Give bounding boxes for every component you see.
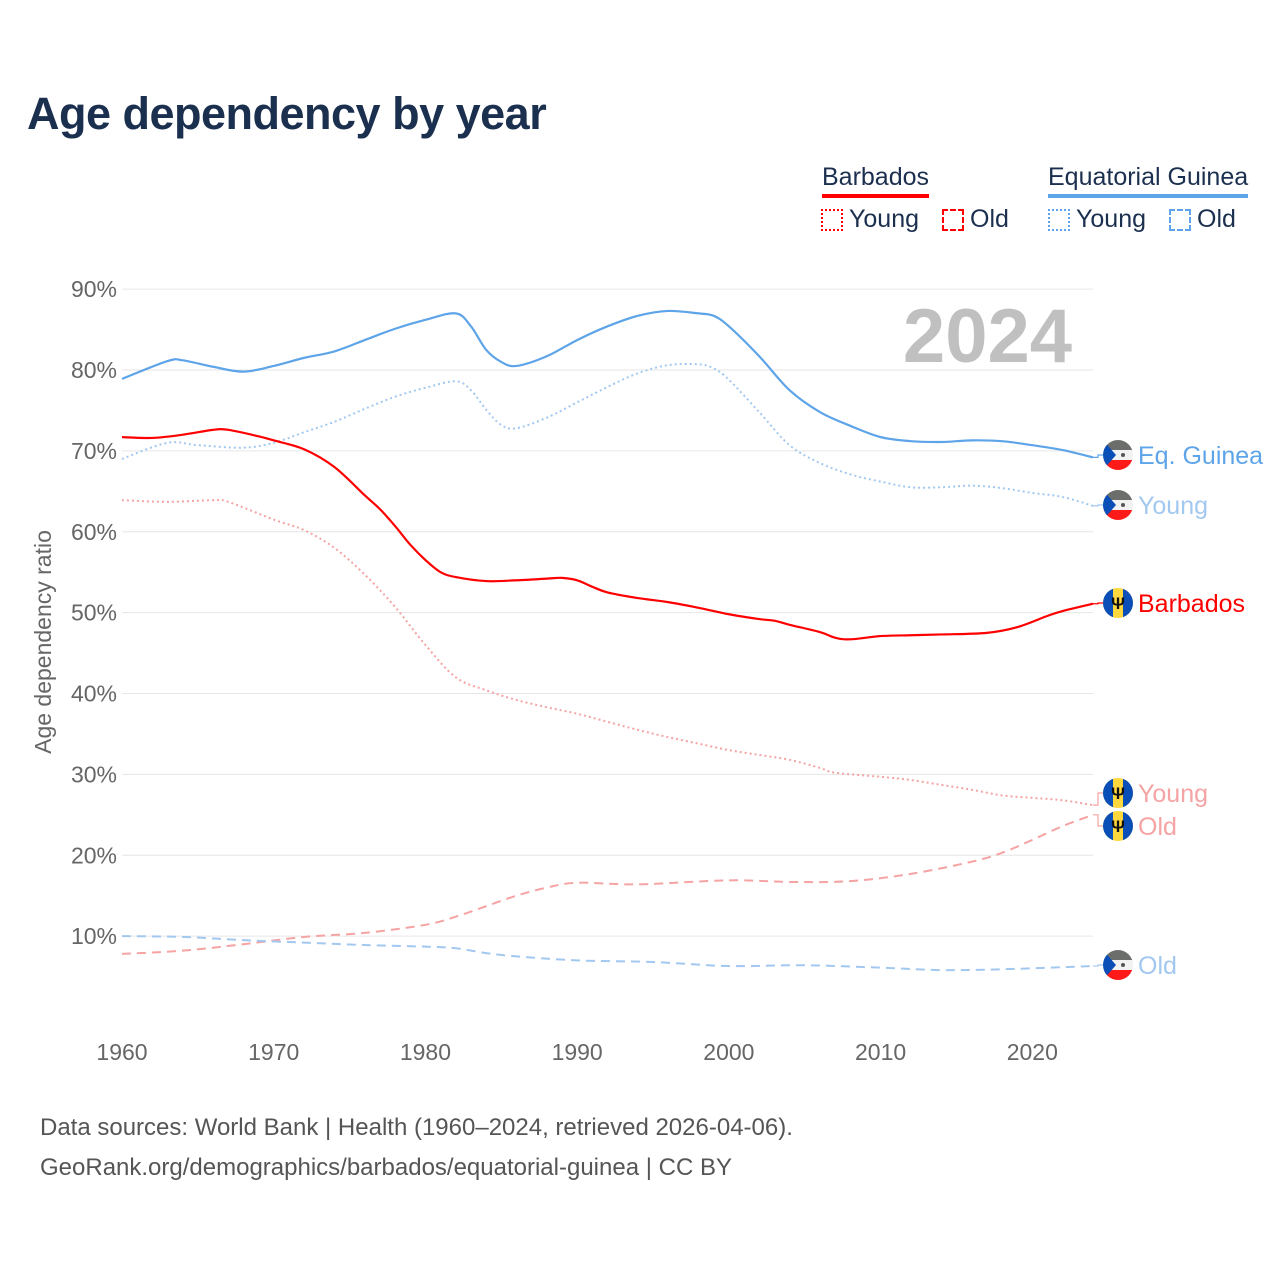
source-link[interactable]: GeoRank.org/demographics/barbados/equato…: [40, 1154, 732, 1181]
legend-barbados-young[interactable]: Young: [821, 205, 919, 234]
dotted-swatch-icon: [821, 208, 843, 231]
label-connector: [1093, 814, 1104, 827]
x-tick-label: 1960: [96, 1039, 147, 1065]
series-line-eq-guinea-old[interactable]: [121, 935, 1094, 972]
chart-title: Age dependency by year: [27, 88, 547, 139]
dashed-swatch-icon: [1169, 208, 1191, 231]
y-tick-label: 80%: [71, 357, 117, 383]
equatorial-guinea-flag-icon: [1103, 490, 1133, 520]
end-label-eq-guinea-young: Young: [1138, 492, 1208, 520]
label-connector: [1093, 602, 1104, 605]
label-connector: [1093, 964, 1104, 967]
svg-text:Ψ: Ψ: [1111, 594, 1125, 613]
end-label-eq-guinea-old: Old: [1138, 952, 1177, 980]
end-label-barbados-old: Old: [1138, 813, 1177, 841]
legend-label: Young: [1076, 205, 1146, 233]
year-watermark: 2024: [903, 294, 1072, 379]
legend-label: Old: [1197, 205, 1236, 233]
legend-eq-guinea-young[interactable]: Young: [1048, 205, 1146, 234]
end-label-eq-guinea: Eq. Guinea: [1138, 442, 1263, 470]
legend-label: Young: [849, 205, 919, 233]
y-tick-label: 60%: [71, 519, 117, 545]
source-line: Data sources: World Bank | Health (1960–…: [40, 1114, 793, 1141]
series-line-barbados-old[interactable]: [121, 813, 1094, 955]
dashed-swatch-icon: [942, 208, 964, 231]
y-axis-title: Age dependency ratio: [30, 530, 56, 754]
series-line-barbados-young[interactable]: [121, 498, 1094, 807]
y-tick-label: 10%: [71, 923, 117, 949]
x-tick-label: 2020: [1007, 1039, 1058, 1065]
barbados-flag-icon: Ψ: [1103, 588, 1133, 618]
series-line-barbados[interactable]: [121, 428, 1094, 641]
label-connector: [1093, 792, 1104, 806]
end-label-barbados-young: Young: [1138, 780, 1208, 808]
equatorial-guinea-flag-icon: [1103, 440, 1133, 470]
legend-eq-guinea-old[interactable]: Old: [1169, 205, 1236, 234]
label-connector: [1093, 504, 1104, 507]
svg-text:Ψ: Ψ: [1111, 784, 1125, 803]
x-tick-label: 2010: [855, 1039, 906, 1065]
series-line-eq-guinea[interactable]: [121, 309, 1094, 459]
legend-barbados-old[interactable]: Old: [942, 205, 1009, 234]
y-tick-label: 40%: [71, 681, 117, 707]
legend-equatorial-guinea[interactable]: Equatorial Guinea: [1048, 163, 1249, 198]
legend-barbados[interactable]: Barbados: [822, 163, 930, 198]
y-tick-label: 90%: [71, 276, 117, 302]
y-tick-label: 50%: [71, 600, 117, 626]
source-note: Data sources: World Bank | Health (1960–…: [40, 1108, 793, 1188]
x-tick-label: 2000: [703, 1039, 754, 1065]
series-line-eq-guinea-young[interactable]: [121, 362, 1094, 507]
y-tick-label: 20%: [71, 842, 117, 868]
barbados-flag-icon: Ψ: [1103, 811, 1133, 841]
equatorial-guinea-flag-icon: [1103, 950, 1133, 980]
x-tick-label: 1980: [400, 1039, 451, 1065]
plot-area: 10% 20% 30% 40% 50% 60% 70% 80% 90% 1960 1970 1980 1…: [30, 276, 1263, 1065]
x-tick-label: 1970: [248, 1039, 299, 1065]
svg-text:Ψ: Ψ: [1111, 817, 1125, 836]
x-tick-label: 1990: [552, 1039, 603, 1065]
label-connector: [1093, 454, 1104, 458]
y-tick-label: 70%: [71, 438, 117, 464]
y-tick-label: 30%: [71, 761, 117, 787]
end-label-barbados: Barbados: [1138, 590, 1245, 618]
dotted-swatch-icon: [1048, 208, 1070, 231]
barbados-flag-icon: Ψ: [1103, 778, 1133, 808]
legend-label: Old: [970, 205, 1009, 233]
